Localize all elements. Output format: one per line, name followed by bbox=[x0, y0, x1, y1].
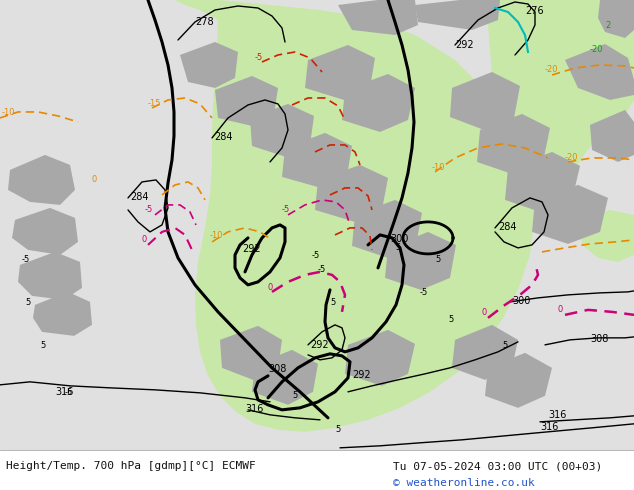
Text: 0: 0 bbox=[268, 283, 273, 292]
Polygon shape bbox=[342, 74, 415, 132]
Polygon shape bbox=[180, 42, 238, 88]
Text: -5: -5 bbox=[312, 251, 320, 260]
Text: -10: -10 bbox=[432, 163, 446, 172]
Text: -10: -10 bbox=[2, 108, 15, 117]
Polygon shape bbox=[345, 330, 415, 386]
Polygon shape bbox=[352, 200, 422, 258]
Text: -15: -15 bbox=[148, 99, 162, 108]
Text: 284: 284 bbox=[130, 192, 148, 202]
Text: -5: -5 bbox=[22, 255, 30, 264]
Polygon shape bbox=[505, 152, 580, 212]
Text: 292: 292 bbox=[352, 370, 371, 380]
Text: -20: -20 bbox=[590, 45, 604, 54]
Polygon shape bbox=[415, 0, 500, 30]
Polygon shape bbox=[250, 104, 314, 157]
Polygon shape bbox=[305, 45, 375, 100]
Polygon shape bbox=[598, 0, 634, 38]
Text: -5: -5 bbox=[145, 205, 153, 214]
Text: 316: 316 bbox=[245, 404, 263, 414]
Text: -20: -20 bbox=[545, 65, 559, 74]
Polygon shape bbox=[385, 232, 456, 290]
Polygon shape bbox=[215, 76, 278, 126]
Text: 0: 0 bbox=[142, 235, 147, 244]
Polygon shape bbox=[580, 210, 634, 262]
Text: 0: 0 bbox=[558, 305, 563, 314]
Text: 300: 300 bbox=[512, 296, 531, 306]
Text: -5: -5 bbox=[255, 53, 263, 62]
Polygon shape bbox=[175, 0, 535, 432]
Text: 308: 308 bbox=[590, 334, 609, 344]
Text: Tu 07-05-2024 03:00 UTC (00+03): Tu 07-05-2024 03:00 UTC (00+03) bbox=[393, 461, 602, 471]
Polygon shape bbox=[477, 114, 550, 174]
Polygon shape bbox=[282, 133, 352, 188]
Polygon shape bbox=[450, 72, 520, 130]
Text: 0: 0 bbox=[482, 308, 488, 317]
Text: 5: 5 bbox=[40, 341, 45, 350]
Text: 292: 292 bbox=[455, 40, 474, 50]
Polygon shape bbox=[220, 326, 282, 380]
Text: 5: 5 bbox=[502, 341, 507, 350]
Text: Height/Temp. 700 hPa [gdmp][°C] ECMWF: Height/Temp. 700 hPa [gdmp][°C] ECMWF bbox=[6, 461, 256, 471]
Polygon shape bbox=[485, 353, 552, 408]
Polygon shape bbox=[532, 185, 608, 244]
Polygon shape bbox=[315, 165, 388, 222]
Text: -5: -5 bbox=[65, 388, 74, 397]
Polygon shape bbox=[452, 325, 518, 380]
Text: 2: 2 bbox=[605, 21, 611, 30]
Polygon shape bbox=[18, 252, 82, 300]
Text: 5: 5 bbox=[395, 243, 400, 252]
Polygon shape bbox=[565, 44, 634, 100]
Text: 292: 292 bbox=[310, 340, 328, 350]
Text: 5: 5 bbox=[335, 425, 340, 434]
Text: 300: 300 bbox=[390, 234, 408, 244]
Text: 284: 284 bbox=[498, 222, 517, 232]
Polygon shape bbox=[252, 350, 318, 405]
Polygon shape bbox=[12, 208, 78, 255]
Polygon shape bbox=[590, 110, 634, 162]
Text: -5: -5 bbox=[318, 265, 327, 274]
Text: 278: 278 bbox=[195, 17, 214, 27]
Text: 284: 284 bbox=[214, 132, 233, 142]
Text: -10: -10 bbox=[210, 231, 224, 240]
Text: 316: 316 bbox=[548, 410, 566, 420]
Text: 292: 292 bbox=[242, 244, 261, 254]
Text: 316: 316 bbox=[540, 422, 559, 432]
Polygon shape bbox=[8, 155, 75, 205]
Polygon shape bbox=[485, 0, 634, 212]
Text: 276: 276 bbox=[525, 6, 543, 16]
Text: 0: 0 bbox=[92, 175, 97, 184]
Text: -20: -20 bbox=[565, 153, 578, 162]
Text: -5: -5 bbox=[420, 288, 428, 297]
Text: -5: -5 bbox=[282, 205, 290, 214]
Text: 5: 5 bbox=[25, 298, 30, 307]
Polygon shape bbox=[338, 0, 418, 35]
Text: 5: 5 bbox=[292, 391, 297, 400]
Text: © weatheronline.co.uk: © weatheronline.co.uk bbox=[393, 478, 535, 488]
Text: 5: 5 bbox=[330, 298, 335, 307]
Text: 5: 5 bbox=[435, 255, 440, 264]
Polygon shape bbox=[33, 292, 92, 336]
Text: 316: 316 bbox=[56, 387, 74, 397]
Text: 5: 5 bbox=[448, 315, 453, 324]
Text: 308: 308 bbox=[268, 364, 287, 374]
